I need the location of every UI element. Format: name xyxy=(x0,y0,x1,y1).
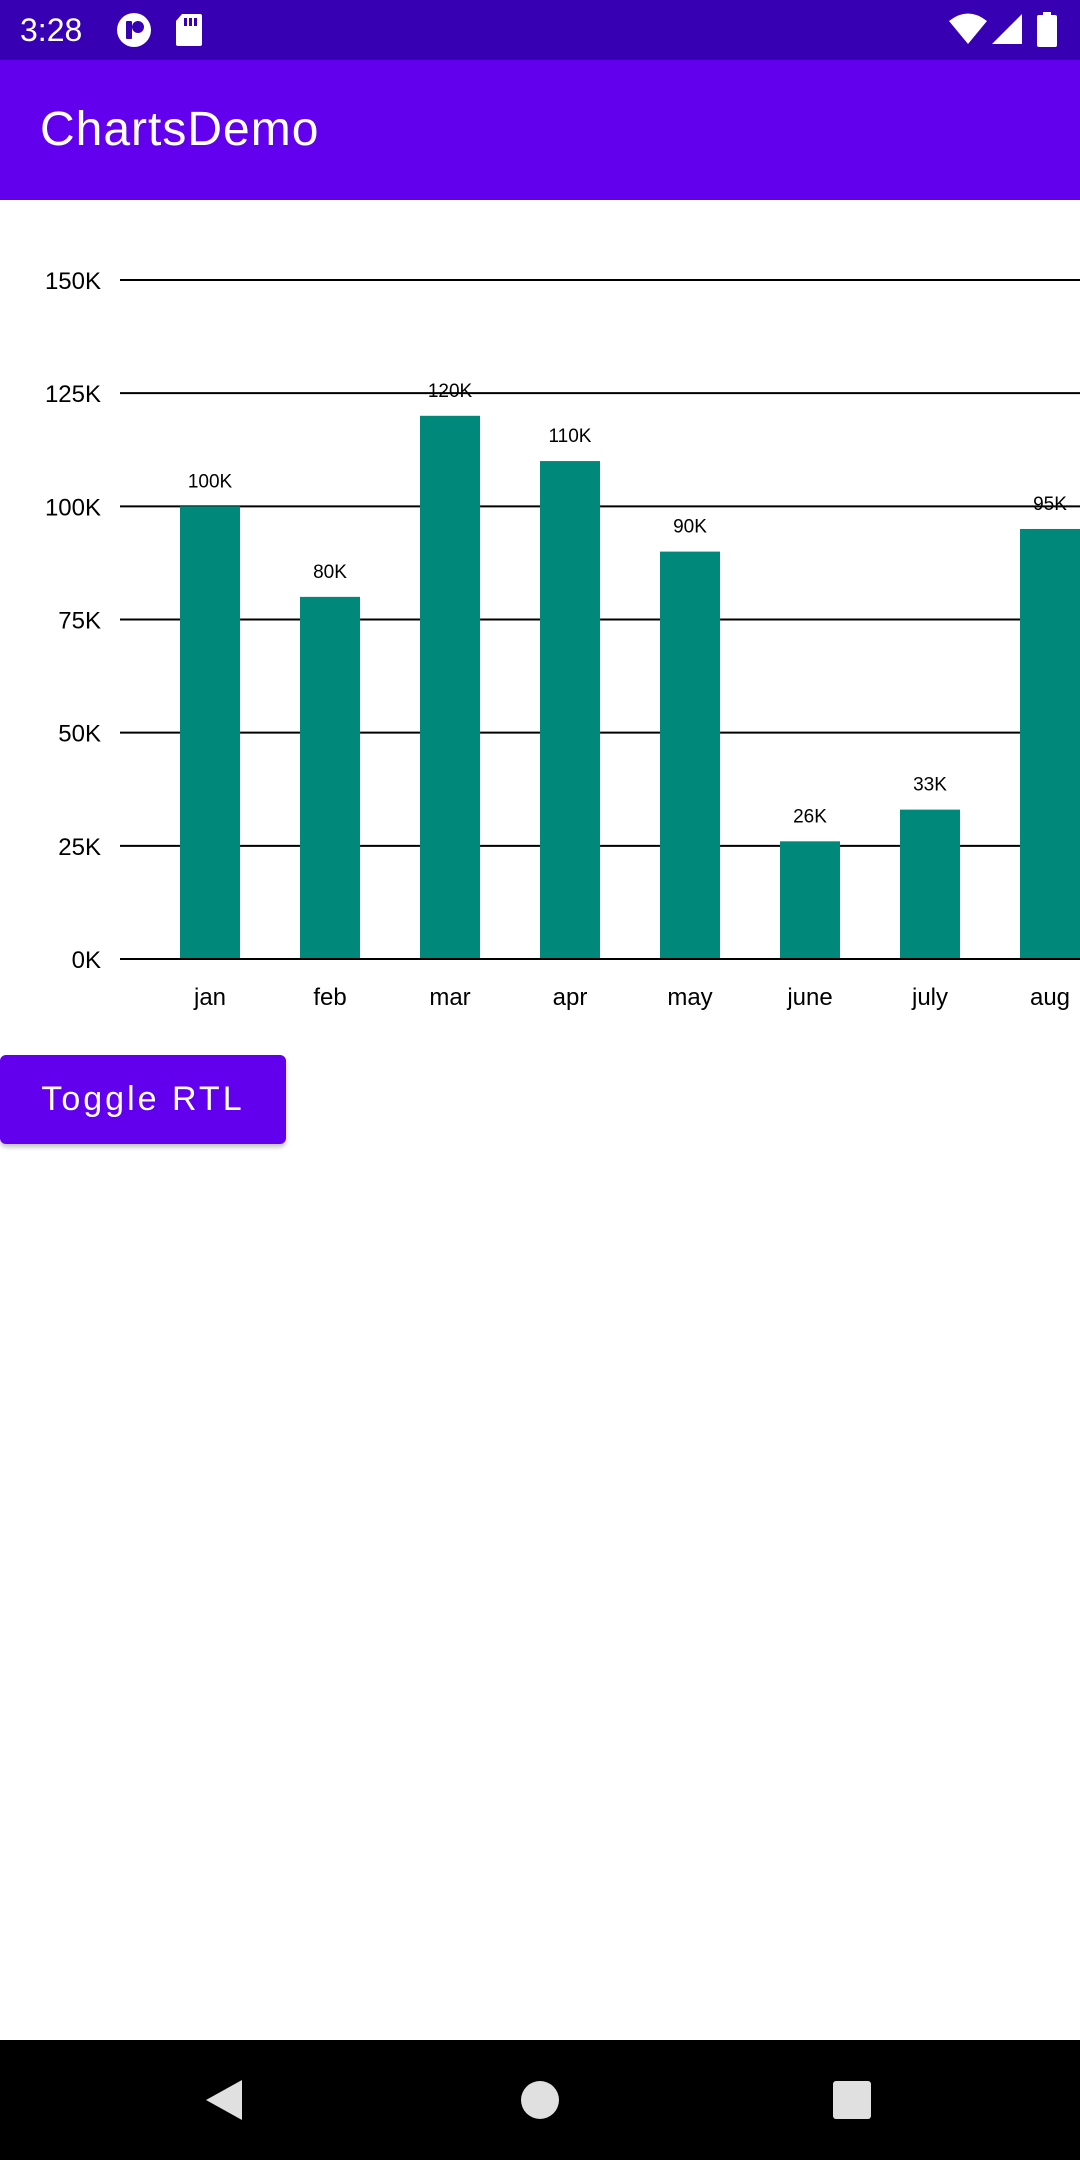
x-tick-label: aug xyxy=(1030,984,1070,1011)
x-tick-label: july xyxy=(911,984,948,1011)
battery-icon xyxy=(1037,12,1057,47)
recents-icon[interactable] xyxy=(822,2070,882,2130)
x-tick-label: jan xyxy=(193,984,226,1011)
y-tick-label: 125K xyxy=(45,381,101,408)
value-label: 95K xyxy=(1033,494,1067,515)
x-tick-label: mar xyxy=(429,984,470,1011)
bar-chart-svg: 0K 25K 50K 75K 100K 125K 150K 100K jan 80K feb 120K… xyxy=(45,268,1080,1011)
value-label: 80K xyxy=(313,562,347,583)
value-label: 120K xyxy=(428,381,473,402)
app-title: ChartsDemo xyxy=(40,103,320,156)
sd-card-icon xyxy=(176,14,202,46)
back-icon[interactable] xyxy=(196,2070,256,2130)
cell-signal-icon xyxy=(992,14,1022,44)
x-tick-label: june xyxy=(786,984,832,1011)
value-label: 110K xyxy=(549,426,592,447)
bar-june xyxy=(780,841,840,959)
home-icon[interactable] xyxy=(510,2070,570,2130)
y-tick-label: 150K xyxy=(45,268,101,295)
value-label: 90K xyxy=(673,517,707,538)
status-time: 3:28 xyxy=(20,12,83,48)
value-label: 26K xyxy=(793,806,827,827)
value-label: 100K xyxy=(188,471,233,492)
wifi-icon xyxy=(949,13,987,44)
bar-chart: 0K 25K 50K 75K 100K 125K 150K 100K jan 80K feb 120K… xyxy=(0,200,1080,1030)
bar-july xyxy=(900,809,960,959)
status-bar: 3:28 xyxy=(0,0,1080,60)
x-tick-label: feb xyxy=(313,984,346,1011)
bar-may xyxy=(660,551,720,959)
y-tick-label: 0K xyxy=(72,947,101,974)
toggle-rtl-button[interactable]: Toggle RTL xyxy=(0,1055,286,1144)
navigation-bar xyxy=(0,2040,1080,2160)
bar-apr xyxy=(540,461,600,959)
value-label: 33K xyxy=(913,775,947,796)
y-tick-label: 25K xyxy=(58,834,101,861)
app-notification-icon xyxy=(117,13,151,47)
bar-mar xyxy=(420,415,480,959)
x-tick-label: may xyxy=(667,984,712,1011)
app-bar: ChartsDemo xyxy=(0,60,1080,200)
bar-aug xyxy=(1020,528,1080,959)
y-tick-label: 50K xyxy=(58,721,101,748)
y-tick-label: 75K xyxy=(58,608,101,635)
y-tick-label: 100K xyxy=(45,494,101,521)
bar-jan xyxy=(180,506,240,959)
x-tick-label: apr xyxy=(553,984,588,1011)
bar-feb xyxy=(300,596,360,959)
